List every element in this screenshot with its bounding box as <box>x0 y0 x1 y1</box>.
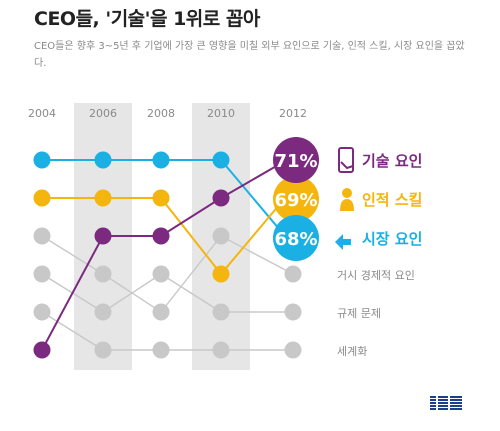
point-globalization-2010 <box>212 341 230 359</box>
point-regulation-2004 <box>33 265 51 283</box>
point-globalization-2008 <box>152 341 170 359</box>
point-globalization-2012 <box>284 341 302 359</box>
series-label-regulation: 규제 문제 <box>337 307 381 320</box>
page-subtitle: CEO들은 향후 3~5년 후 기업에 가장 큰 영향을 미칠 외부 요인으로 … <box>34 41 465 69</box>
page-title: CEO들, '기술'을 1위로 꼽아 <box>34 8 260 30</box>
person-icon <box>340 199 354 211</box>
point-macro-2006 <box>94 265 112 283</box>
point-people-2004 <box>33 189 51 207</box>
point-globalization-2004 <box>33 303 51 321</box>
point-people-2008 <box>152 189 170 207</box>
series-label-macro: 거시 경제적 요인 <box>337 269 415 282</box>
year-label-2008: 2008 <box>147 107 175 120</box>
value-label-market: 68% <box>274 229 317 250</box>
point-market-2012 <box>273 215 319 261</box>
value-label-people: 69% <box>274 190 317 211</box>
point-regulation-2010 <box>212 303 230 321</box>
year-label-2004: 2004 <box>28 107 56 120</box>
point-tech-2006 <box>94 227 112 245</box>
market-arrows-icon <box>335 234 351 250</box>
point-people-2006 <box>94 189 112 207</box>
point-tech-2012 <box>273 137 319 183</box>
point-macro-2008 <box>152 303 170 321</box>
year-label-2010: 2010 <box>207 107 235 120</box>
series-label-tech: 기술 요인 <box>362 152 422 170</box>
year-label-2012: 2012 <box>279 107 307 120</box>
value-label-tech: 71% <box>274 151 317 172</box>
point-market-2010 <box>212 151 230 169</box>
series-label-globalization: 세계화 <box>337 345 367 358</box>
point-people-2012 <box>273 176 319 222</box>
point-market-2006 <box>94 151 112 169</box>
point-tech-2010 <box>212 189 230 207</box>
point-regulation-2008 <box>152 265 170 283</box>
point-regulation-2006 <box>94 303 112 321</box>
point-market-2008 <box>152 151 170 169</box>
point-people-2010 <box>212 265 230 283</box>
series-label-people: 인적 스킬 <box>362 191 422 209</box>
smartphone-icon <box>338 147 354 173</box>
point-tech-2004 <box>33 341 51 359</box>
series-label-market: 시장 요인 <box>362 230 422 248</box>
year-label-2006: 2006 <box>89 107 117 120</box>
point-macro-2012 <box>284 265 302 283</box>
point-macro-2004 <box>33 227 51 245</box>
person-head-icon <box>342 188 352 198</box>
point-tech-2008 <box>152 227 170 245</box>
hand-icon <box>340 161 354 170</box>
point-macro-2010 <box>212 227 230 245</box>
point-market-2004 <box>33 151 51 169</box>
ibm-logo-icon <box>430 396 462 410</box>
point-globalization-2006 <box>94 341 112 359</box>
point-regulation-2012 <box>284 303 302 321</box>
